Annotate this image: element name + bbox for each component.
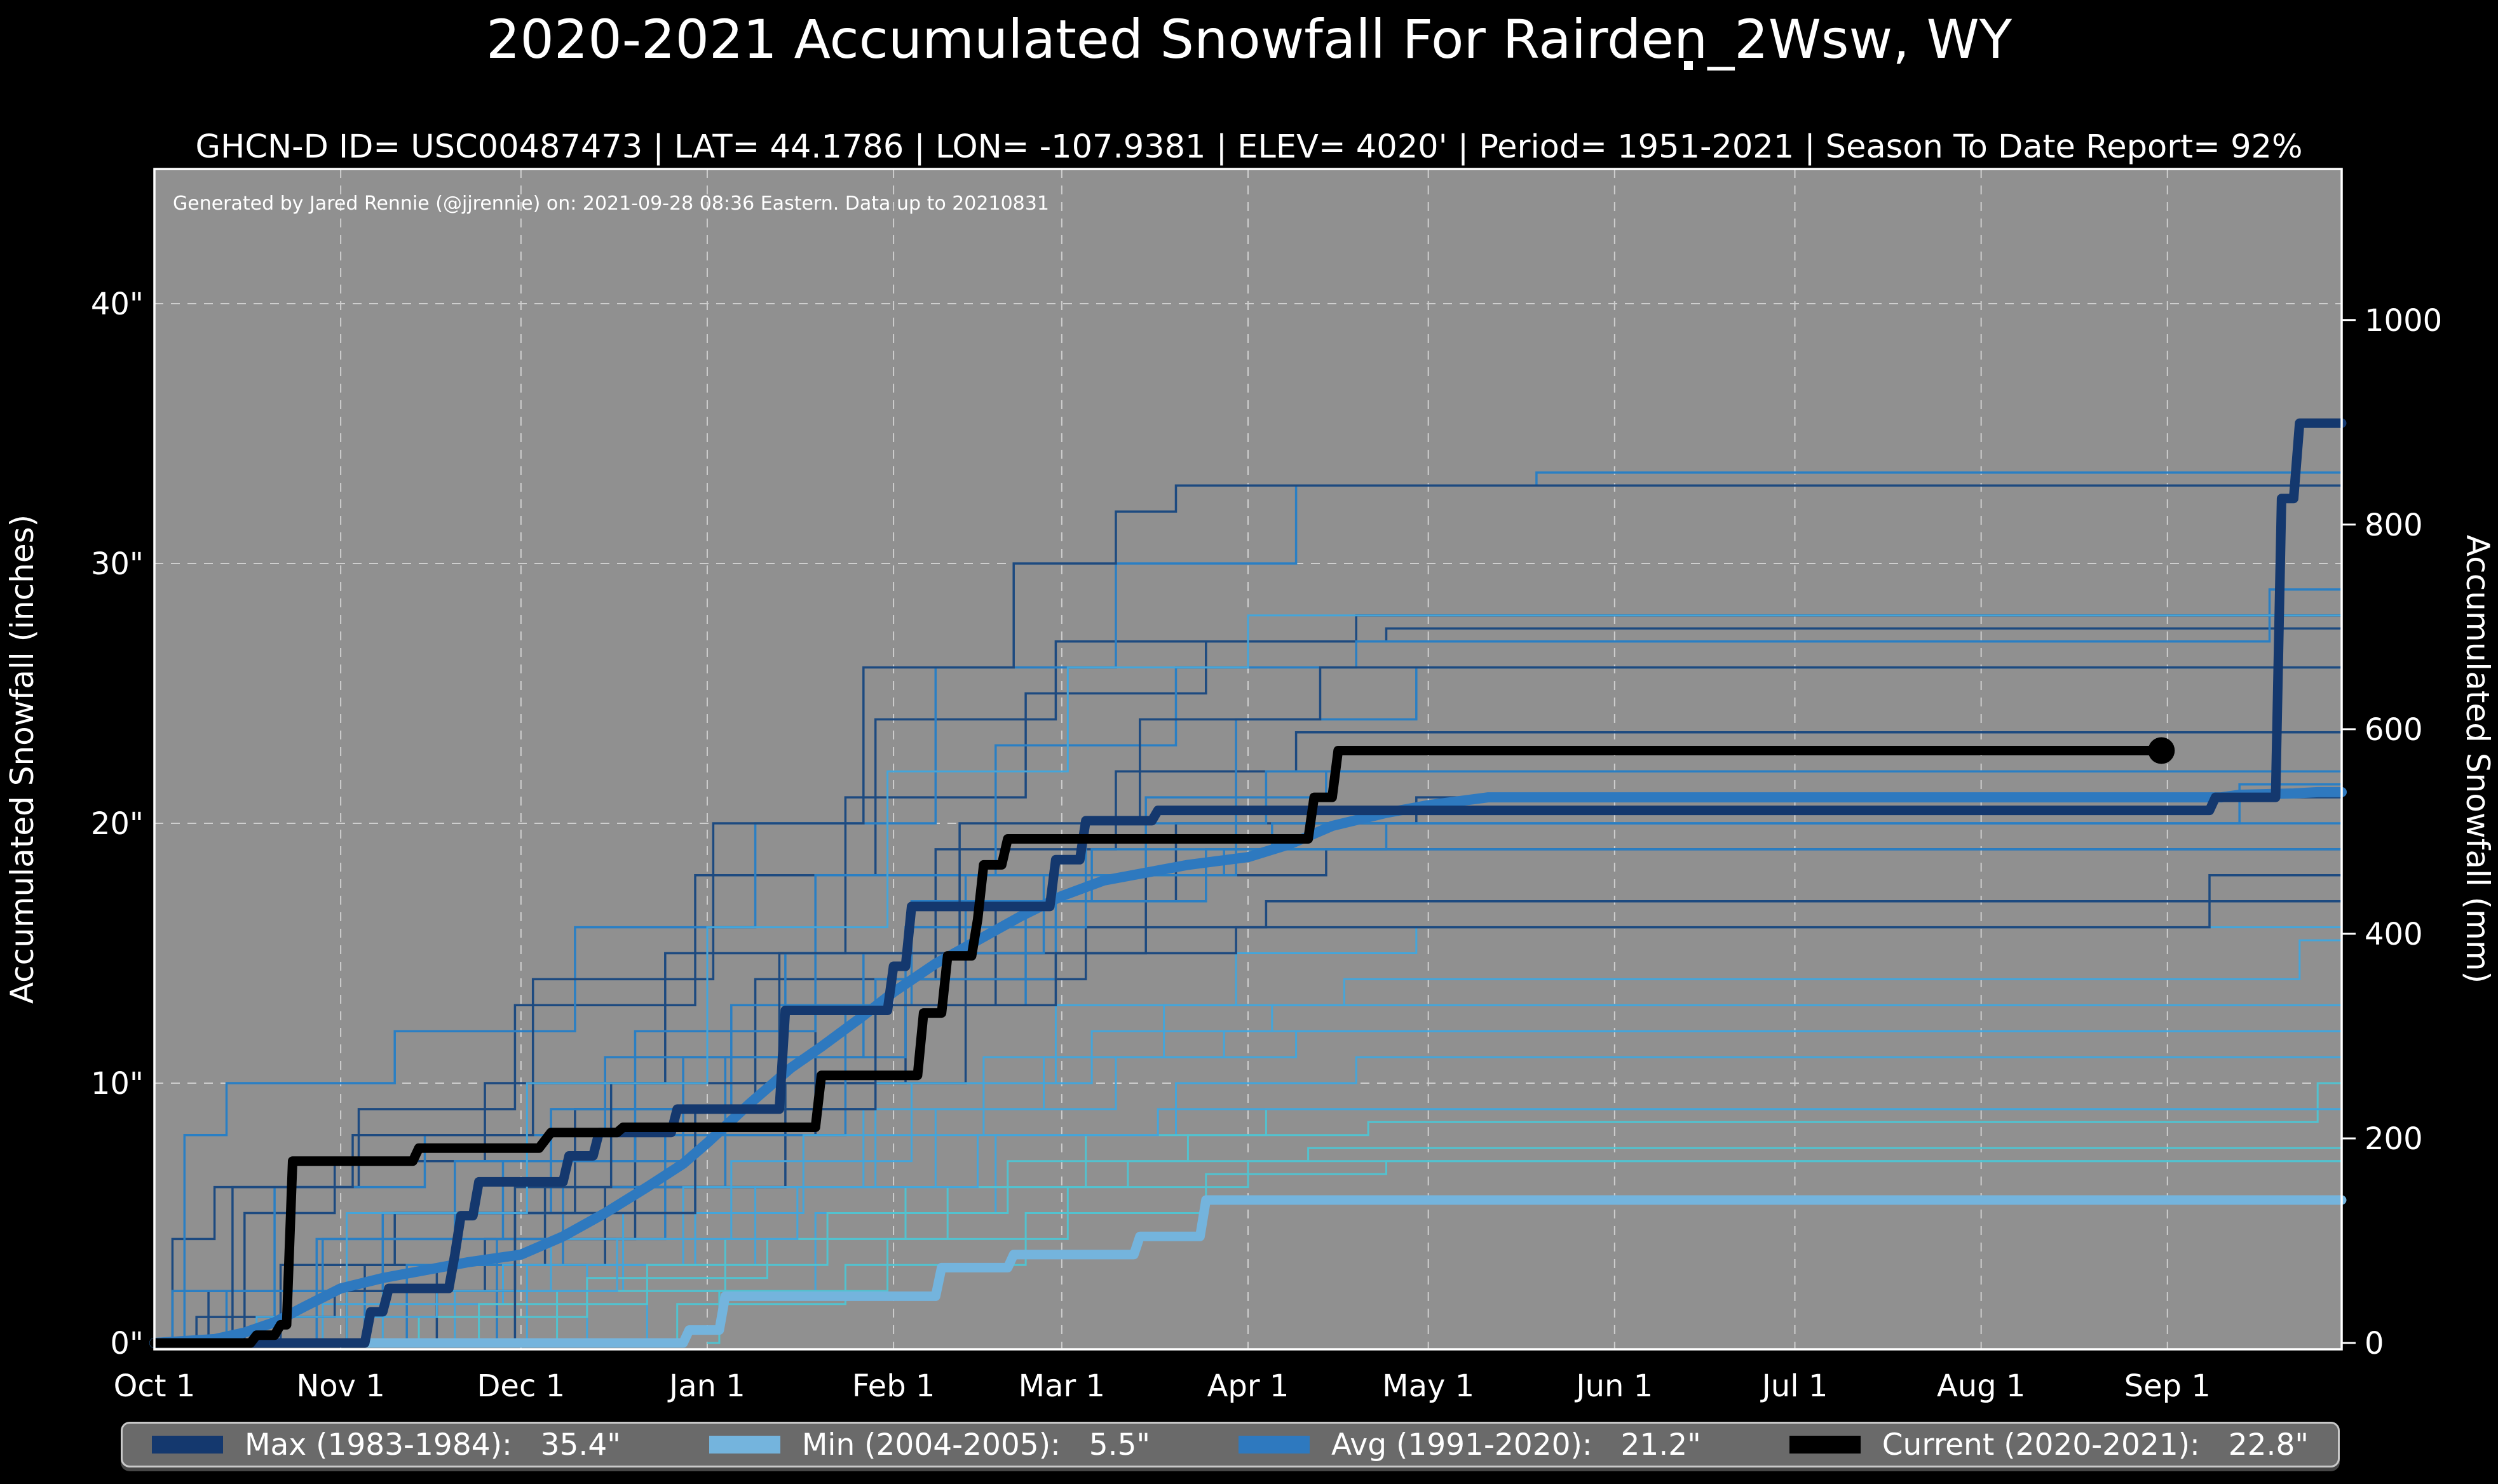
legend-item-avg: Avg (1991-2020): 21.2" — [1239, 1427, 1701, 1462]
y-tick-label-mm: 200 — [2365, 1121, 2423, 1157]
station-metadata-subtitle: GHCN-D ID= USC00487473 | LAT= 44.1786 | … — [195, 128, 2303, 166]
legend-label-min: Min (2004-2005): 5.5" — [801, 1427, 1151, 1462]
legend-item-max: Max (1983-1984): 35.4" — [152, 1427, 621, 1462]
y-tick-label-inches: 30" — [91, 546, 144, 582]
x-tick-label: Jun 1 — [1574, 1368, 1653, 1404]
series-line-current — [149, 746, 2166, 1348]
background-year-line — [407, 1147, 2342, 1344]
legend-label-max: Max (1983-1984): 35.4" — [245, 1427, 621, 1462]
y-tick-label-mm: 1000 — [2365, 303, 2442, 339]
x-tick-label: Aug 1 — [1937, 1368, 2026, 1404]
x-tick-label: Apr 1 — [1207, 1368, 1289, 1404]
legend-swatch-current — [1789, 1436, 1861, 1454]
generated-by-annotation: Generated by Jared Rennie (@jjrennie) on… — [173, 192, 1049, 215]
x-tick-label: Mar 1 — [1019, 1368, 1105, 1404]
legend-swatch-max — [152, 1436, 223, 1454]
background-year-line — [503, 666, 2342, 1344]
series-line-max — [149, 418, 2347, 1348]
legend-swatch-min — [709, 1436, 780, 1454]
chart-title: 2020-2021 Accumulated Snowfall For Raird… — [485, 8, 2013, 71]
y-tick-label-inches: 10" — [91, 1066, 144, 1102]
right-axis-title: Accumulated Snowfall (mm) — [2459, 535, 2496, 983]
x-tick-label: Jul 1 — [1760, 1368, 1828, 1404]
series-line-min — [149, 1195, 2347, 1348]
legend-item-current: Current (2020-2021): 22.8" — [1789, 1427, 2309, 1462]
x-tick-label: Dec 1 — [477, 1368, 565, 1404]
y-tick-label-inches: 40" — [91, 287, 144, 322]
legend-label-current: Current (2020-2021): 22.8" — [1882, 1427, 2309, 1462]
left-axis-title: Accumulated Snowfall (inches) — [4, 515, 41, 1004]
y-tick-label-inches: 0" — [110, 1326, 144, 1361]
background-year-line — [310, 1030, 2342, 1344]
x-tick-label: Jan 1 — [667, 1368, 745, 1404]
x-tick-label: May 1 — [1382, 1368, 1474, 1404]
x-tick-label: Sep 1 — [2124, 1368, 2211, 1404]
y-tick-label-mm: 800 — [2365, 508, 2423, 543]
y-tick-label-inches: 20" — [91, 806, 144, 842]
legend: Max (1983-1984): 35.4" Min (2004-2005): … — [121, 1422, 2340, 1467]
y-tick-label-mm: 400 — [2365, 917, 2423, 952]
legend-swatch-avg — [1239, 1436, 1310, 1454]
background-year-line — [166, 614, 2342, 1344]
cursor-artifact — [1684, 61, 1693, 70]
plot-border — [153, 168, 2343, 1351]
background-year-line — [226, 484, 2342, 1344]
legend-item-min: Min (2004-2005): 5.5" — [709, 1427, 1150, 1462]
background-year-line — [178, 471, 2342, 1344]
y-tick-label-mm: 0 — [2365, 1326, 2384, 1361]
background-year-line — [334, 614, 2342, 1344]
y-tick-label-mm: 600 — [2365, 712, 2423, 748]
current-end-dot — [2148, 737, 2175, 764]
x-tick-label: Oct 1 — [114, 1368, 196, 1404]
background-year-line — [466, 1082, 2342, 1344]
background-year-line — [275, 731, 2342, 1344]
background-year-line — [238, 627, 2342, 1344]
x-tick-label: Feb 1 — [852, 1368, 935, 1404]
legend-label-avg: Avg (1991-2020): 21.2" — [1331, 1427, 1701, 1462]
x-tick-label: Nov 1 — [296, 1368, 384, 1404]
